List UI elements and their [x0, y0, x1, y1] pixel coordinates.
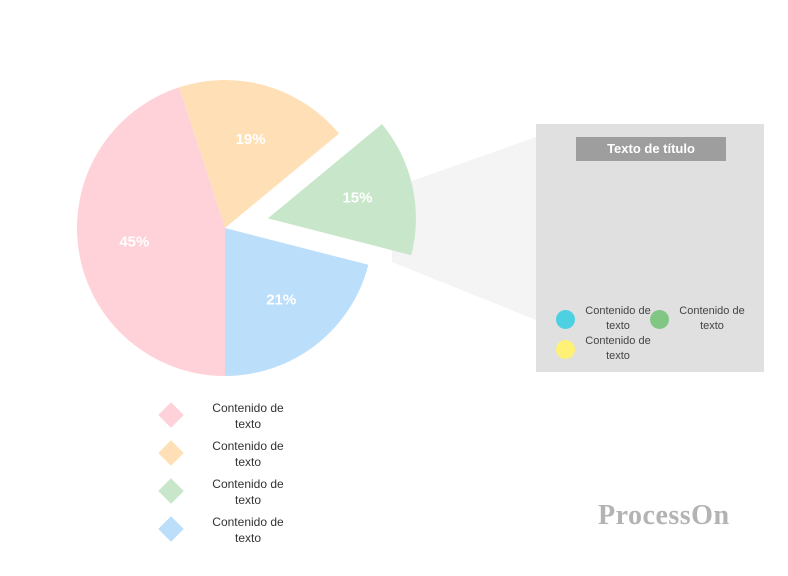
- pie-slice: [267, 124, 416, 256]
- main-legend: Contenido de texto Contenido de texto Co…: [150, 398, 310, 550]
- legend-label: Contenido de texto: [212, 439, 284, 469]
- legend-label: Contenido de texto: [212, 477, 284, 507]
- detail-chart-title: Texto de título: [576, 137, 726, 161]
- legend-dot-icon: [556, 310, 575, 329]
- pie-slice: [225, 228, 369, 376]
- legend-item: Contenido de texto: [150, 512, 310, 550]
- slice-label: 15%: [342, 189, 372, 206]
- slice-label: 21%: [266, 291, 296, 308]
- legend-item: Contenido de texto: [150, 398, 310, 436]
- legend-label: Contenido de texto: [679, 305, 745, 332]
- legend-item: Contenido de texto: [150, 474, 310, 512]
- watermark-logo: ProcessOn: [598, 500, 730, 531]
- legend-item: Contenido de texto: [150, 436, 310, 474]
- legend-diamond-icon: [158, 516, 184, 542]
- detail-legend-item: Contenido de texto: [544, 304, 654, 336]
- legend-diamond-icon: [158, 478, 184, 504]
- legend-label: Contenido de texto: [585, 335, 651, 362]
- pie-slice: [179, 80, 340, 228]
- legend-diamond-icon: [158, 402, 184, 428]
- zoom-connector: [392, 137, 536, 320]
- legend-label: Contenido de texto: [212, 401, 284, 431]
- pie-slice: [76, 87, 225, 376]
- detail-legend-item: Contenido de texto: [544, 334, 654, 366]
- slice-label: 19%: [236, 131, 266, 148]
- slice-label: 45%: [119, 233, 149, 250]
- legend-label: Contenido de texto: [212, 515, 284, 545]
- detail-panel: Texto de título Contenido de texto Conte…: [536, 124, 764, 372]
- legend-dot-icon: [556, 340, 575, 359]
- detail-legend-item: Contenido de texto: [638, 304, 748, 336]
- legend-dot-icon: [650, 310, 669, 329]
- legend-diamond-icon: [158, 440, 184, 466]
- legend-label: Contenido de texto: [585, 305, 651, 332]
